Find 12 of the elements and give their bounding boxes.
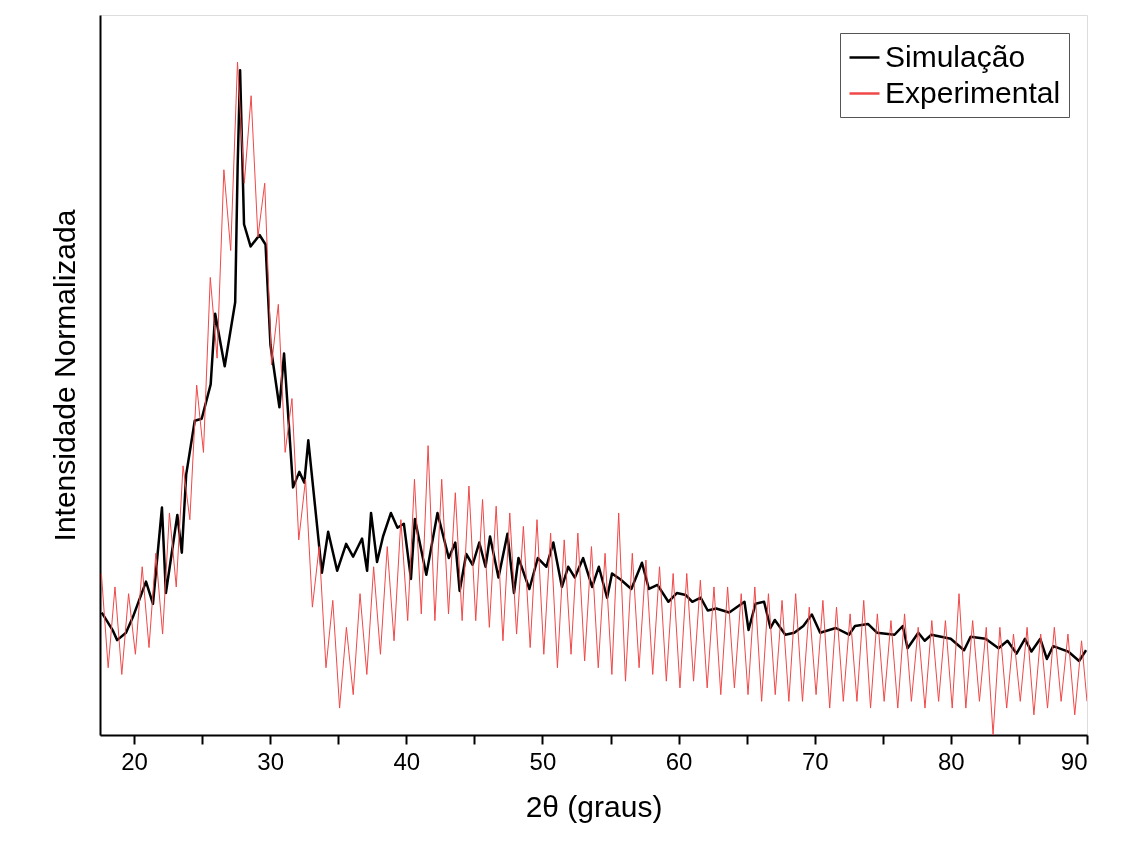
x-axis-title: 2θ (graus) — [525, 789, 663, 823]
x-tick-label: 80 — [938, 747, 965, 775]
y-axis-title: Intensidade Normalizada — [47, 209, 81, 542]
x-tick-label: 90 — [1060, 747, 1088, 775]
x-tick-label: 60 — [665, 747, 693, 775]
legend-label: Simulação — [885, 39, 1026, 73]
x-tick-label: 70 — [801, 747, 829, 775]
x-tick-label: 50 — [529, 747, 557, 775]
x-tick-label: 20 — [121, 747, 148, 775]
x-tick-label: 40 — [393, 747, 421, 775]
x-tick-label: 30 — [257, 747, 285, 775]
legend-label: Experimental — [885, 75, 1061, 109]
